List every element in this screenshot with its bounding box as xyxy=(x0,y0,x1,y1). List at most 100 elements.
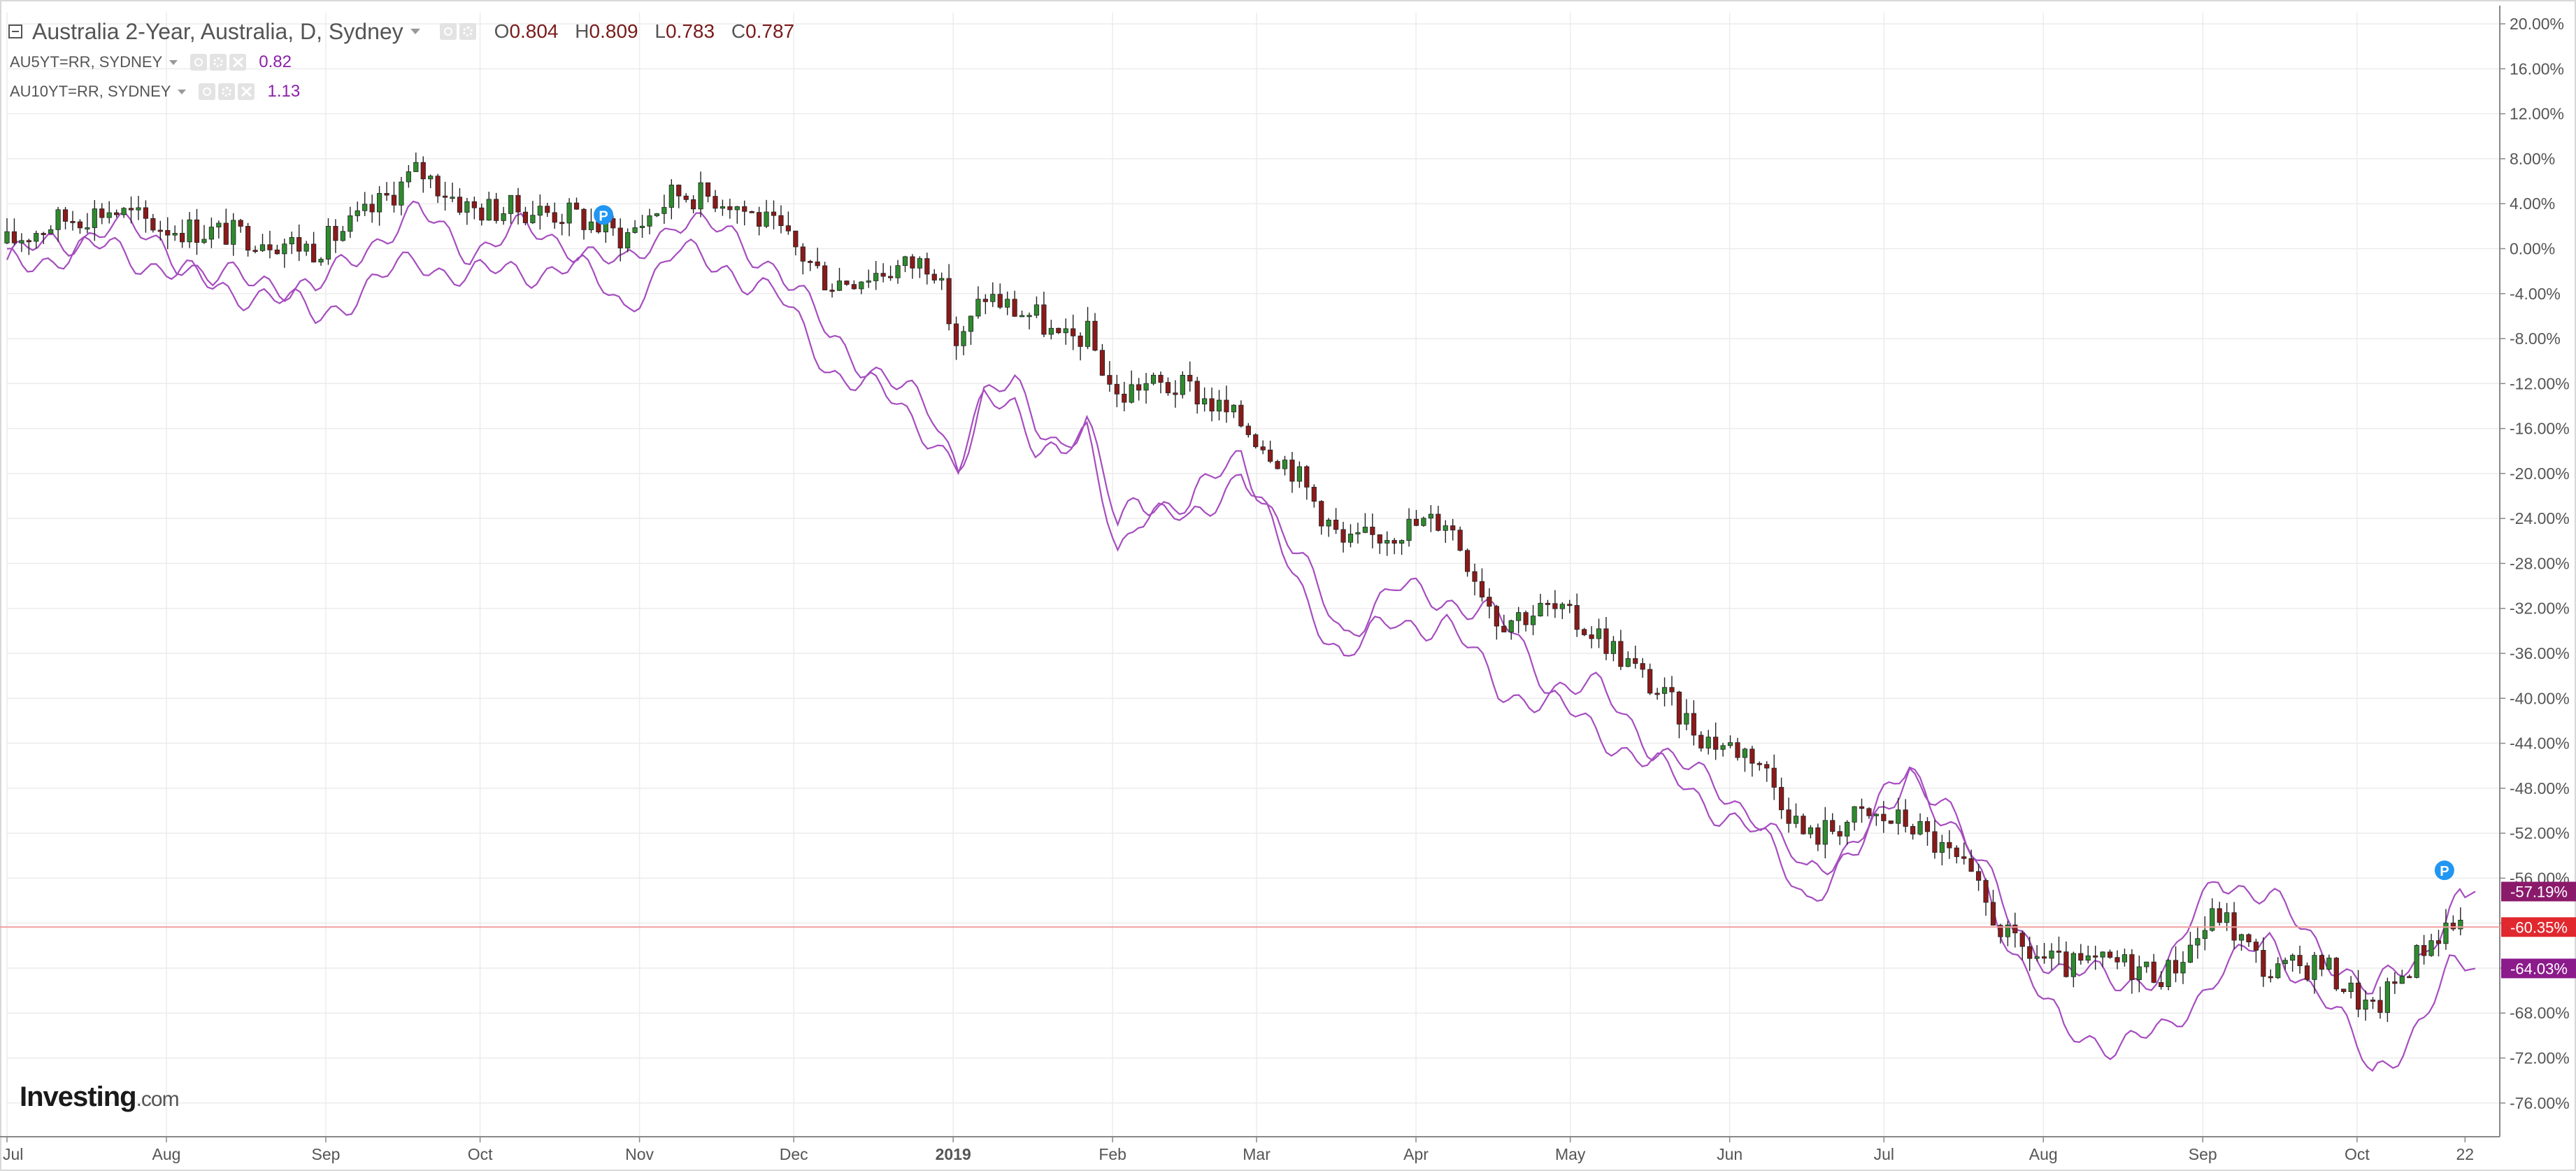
candle-up xyxy=(698,182,703,210)
candle-up xyxy=(486,199,492,221)
candle-down xyxy=(1268,449,1273,462)
candle-down xyxy=(1698,734,1704,748)
candle-down xyxy=(2159,982,2164,987)
candle-down xyxy=(1158,374,1164,383)
candle-up xyxy=(1845,821,1850,837)
y-tick-label: -52.00% xyxy=(2510,824,2570,842)
chevron-down-icon[interactable] xyxy=(169,59,178,65)
badge-au10yt xyxy=(2501,958,2576,979)
candle-down xyxy=(1099,350,1105,376)
candle-up xyxy=(625,232,631,248)
y-tick-label: -24.00% xyxy=(2510,509,2570,527)
candle-up xyxy=(1296,466,1302,482)
candle-down xyxy=(1056,327,1061,334)
candle-up xyxy=(1508,620,1514,632)
candle-down xyxy=(1114,383,1119,395)
candle-up xyxy=(1019,315,1025,318)
candle-down xyxy=(2217,908,2222,923)
badge-current-price xyxy=(2501,917,2576,937)
y-tick-label: 4.00% xyxy=(2510,194,2555,213)
candle-down xyxy=(1888,820,1894,824)
candle-down xyxy=(1319,501,1324,527)
candle-up xyxy=(208,227,215,240)
candle-down xyxy=(2261,950,2266,977)
candle-down xyxy=(1165,382,1171,394)
eye-icon[interactable] xyxy=(439,23,457,40)
eye-icon[interactable] xyxy=(190,54,208,71)
chevron-down-icon[interactable] xyxy=(178,89,187,94)
candle-up xyxy=(2180,962,2186,974)
candle-up xyxy=(48,229,54,234)
gear-icon[interactable] xyxy=(218,83,236,100)
candle-up xyxy=(968,315,974,332)
marker-p-icon[interactable] xyxy=(594,205,614,225)
candle-down xyxy=(691,199,696,210)
candle-down xyxy=(545,206,550,213)
collapse-icon[interactable] xyxy=(8,24,22,38)
candle-up xyxy=(961,331,966,346)
candle-down xyxy=(2041,956,2047,959)
marker-p-icon[interactable] xyxy=(2434,860,2454,881)
eye-icon[interactable] xyxy=(199,83,216,100)
candle-up xyxy=(530,215,536,223)
gear-icon[interactable] xyxy=(459,23,476,40)
candle-down xyxy=(1545,602,1551,605)
candle-down xyxy=(1735,742,1740,758)
x-tick-label: May xyxy=(1555,1145,1586,1163)
candle-up xyxy=(1559,604,1565,609)
candle-down xyxy=(99,208,105,218)
x-tick-label: Feb xyxy=(1099,1145,1126,1163)
candle-down xyxy=(953,323,959,346)
candle-down xyxy=(26,240,31,243)
y-tick-label: 20.00% xyxy=(2510,15,2564,33)
candle-up xyxy=(187,219,192,243)
candle-up xyxy=(1727,742,1733,746)
candle-up xyxy=(1808,827,1814,835)
gear-icon[interactable] xyxy=(210,54,227,71)
candle-down xyxy=(1574,605,1580,630)
candle-down xyxy=(2319,955,2325,970)
close-icon[interactable] xyxy=(238,83,255,100)
candle-up xyxy=(1610,641,1617,654)
candle-up xyxy=(866,281,871,283)
candle-up xyxy=(362,204,368,211)
candle-up xyxy=(2290,955,2296,961)
close-icon[interactable] xyxy=(229,54,247,71)
candle-down xyxy=(515,194,521,213)
candle-up xyxy=(2443,923,2449,944)
candle-down xyxy=(1253,434,1259,448)
candle-down xyxy=(457,197,463,213)
candle-down xyxy=(1494,606,1499,627)
candle-down xyxy=(1998,925,2003,937)
low-value: 0.783 xyxy=(665,20,715,42)
candle-down xyxy=(982,299,988,302)
candle-up xyxy=(399,181,404,206)
open-value: 0.804 xyxy=(509,20,559,42)
candle-down xyxy=(1837,831,1842,837)
chevron-down-icon[interactable] xyxy=(410,29,420,34)
series-line-au10yt xyxy=(6,236,2476,1072)
close-value: 0.787 xyxy=(745,20,795,42)
candle-down xyxy=(1377,534,1382,544)
candle-up xyxy=(873,273,879,281)
legend-series-name: AU5YT=RR, SYDNEY xyxy=(10,53,163,71)
candle-down xyxy=(114,212,120,215)
candle-up xyxy=(836,281,843,291)
candle-down xyxy=(713,196,718,209)
candle-down xyxy=(2253,942,2259,951)
candle-down xyxy=(1450,525,1456,531)
candle-down xyxy=(296,237,302,252)
candle-down xyxy=(1311,487,1317,502)
candle-up xyxy=(2282,960,2288,965)
y-tick-label: -72.00% xyxy=(2510,1049,2570,1067)
investing-logo: Investing.com xyxy=(20,1081,180,1113)
candle-down xyxy=(435,176,441,197)
candle-down xyxy=(1961,856,1967,859)
candle-down xyxy=(238,220,243,227)
candle-down xyxy=(1603,628,1609,654)
candle-down xyxy=(924,258,930,275)
candle-down xyxy=(1523,612,1529,625)
candle-down xyxy=(573,202,580,210)
candle-up xyxy=(318,259,324,263)
